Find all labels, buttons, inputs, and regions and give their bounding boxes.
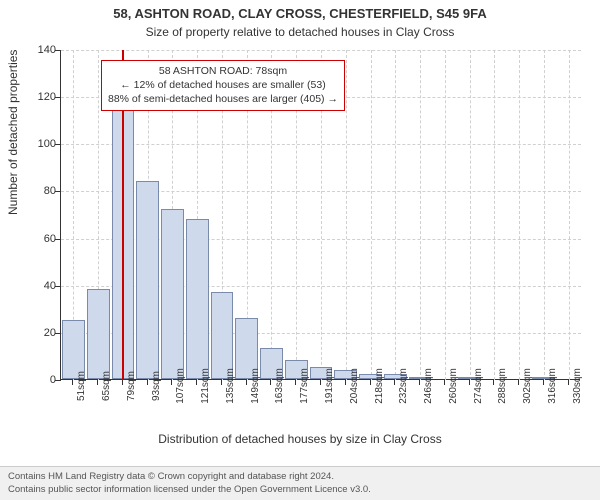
footer: Contains HM Land Registry data © Crown c… [0,466,600,500]
x-tick: 121sqm [200,368,211,404]
gridline-v [346,50,347,380]
x-tick: 302sqm [522,368,533,404]
histogram-bar [87,289,110,379]
histogram-bar [136,181,159,379]
y-tick: 80 [26,185,56,197]
page-title: 58, ASHTON ROAD, CLAY CROSS, CHESTERFIEL… [0,0,600,23]
x-tick-mark [419,380,420,385]
gridline-v [544,50,545,380]
x-tick: 288sqm [497,368,508,404]
info-box: 58 ASHTON ROAD: 78sqm ← 12% of detached … [101,60,345,111]
footer-line-1: Contains HM Land Registry data © Crown c… [8,471,592,483]
gridline-v [470,50,471,380]
x-tick: 177sqm [299,368,310,404]
x-tick: 204sqm [349,368,360,404]
x-tick: 330sqm [572,368,583,404]
y-axis-label: Number of detached properties [6,50,20,215]
y-tick: 120 [26,91,56,103]
x-tick-mark [270,380,271,385]
y-tick-mark [55,333,60,334]
x-tick: 149sqm [250,368,261,404]
x-tick: 232sqm [398,368,409,404]
histogram-bar [211,292,234,379]
chart-container: 58, ASHTON ROAD, CLAY CROSS, CHESTERFIEL… [0,0,600,500]
x-tick: 218sqm [374,368,385,404]
plot-region: 58 ASHTON ROAD: 78sqm ← 12% of detached … [60,50,580,380]
gridline-v [569,50,570,380]
y-tick-mark [55,191,60,192]
x-axis-label: Distribution of detached houses by size … [0,432,600,446]
x-tick-mark [444,380,445,385]
x-tick: 163sqm [274,368,285,404]
y-tick: 100 [26,138,56,150]
x-tick-mark [122,380,123,385]
y-tick: 0 [26,374,56,386]
x-tick-mark [147,380,148,385]
x-tick-mark [72,380,73,385]
histogram-bar [186,219,209,379]
y-tick: 40 [26,280,56,292]
histogram-bar [161,209,184,379]
x-tick: 260sqm [448,368,459,404]
x-tick-mark [518,380,519,385]
x-tick-mark [543,380,544,385]
x-tick: 65sqm [101,371,112,401]
y-tick: 60 [26,233,56,245]
x-tick-mark [370,380,371,385]
x-tick: 135sqm [225,368,236,404]
x-tick: 107sqm [175,368,186,404]
chart-area: 58 ASHTON ROAD: 78sqm ← 12% of detached … [60,50,580,380]
x-tick: 191sqm [324,368,335,404]
y-tick-mark [55,144,60,145]
x-tick-mark [394,380,395,385]
y-tick-mark [55,286,60,287]
x-tick: 79sqm [126,371,137,401]
x-tick: 51sqm [76,371,87,401]
x-tick-mark [295,380,296,385]
y-tick-mark [55,380,60,381]
info-line-2: ← 12% of detached houses are smaller (53… [108,78,338,92]
info-line-1: 58 ASHTON ROAD: 78sqm [108,64,338,78]
x-tick-mark [196,380,197,385]
y-tick: 140 [26,44,56,56]
x-tick-mark [493,380,494,385]
y-tick-mark [55,97,60,98]
y-tick-mark [55,50,60,51]
x-tick-mark [320,380,321,385]
gridline-v [420,50,421,380]
page-subtitle: Size of property relative to detached ho… [0,23,600,39]
x-tick: 93sqm [151,371,162,401]
gridline-v [395,50,396,380]
gridline-v [494,50,495,380]
y-tick: 20 [26,327,56,339]
x-tick: 316sqm [547,368,558,404]
x-tick-mark [221,380,222,385]
gridline-v [445,50,446,380]
x-tick: 274sqm [473,368,484,404]
x-tick-mark [568,380,569,385]
gridline-v [519,50,520,380]
y-tick-mark [55,239,60,240]
x-tick: 246sqm [423,368,434,404]
x-tick-mark [345,380,346,385]
footer-line-2: Contains public sector information licen… [8,484,592,496]
x-tick-mark [246,380,247,385]
gridline-v [371,50,372,380]
x-tick-mark [97,380,98,385]
info-line-3: 88% of semi-detached houses are larger (… [108,92,338,106]
x-tick-mark [469,380,470,385]
x-tick-mark [171,380,172,385]
